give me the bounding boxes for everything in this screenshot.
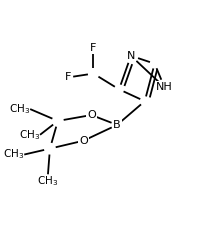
Text: CH$_3$: CH$_3$	[37, 174, 59, 188]
Text: NH: NH	[156, 82, 173, 92]
Text: O: O	[79, 136, 88, 146]
Text: CH$_3$: CH$_3$	[9, 102, 30, 116]
Text: O: O	[87, 110, 96, 120]
Text: F: F	[64, 73, 71, 83]
Text: F: F	[90, 43, 97, 53]
Text: N: N	[127, 51, 135, 61]
Text: CH$_3$: CH$_3$	[3, 148, 24, 161]
Text: CH$_3$: CH$_3$	[19, 128, 40, 142]
Text: B: B	[113, 120, 121, 130]
